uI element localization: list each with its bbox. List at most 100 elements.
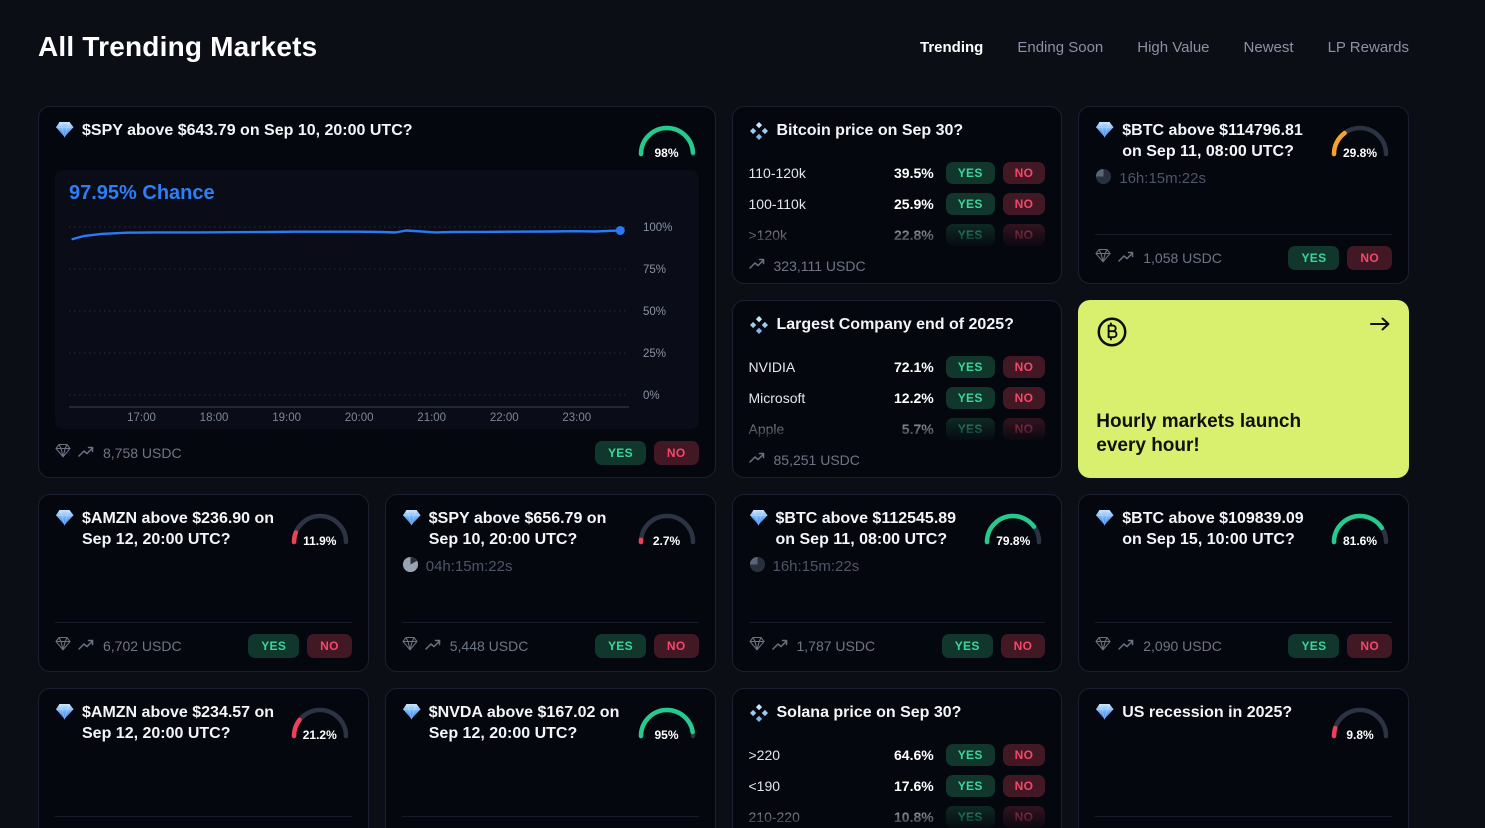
market-card-spy-643[interactable]: $SPY above $643.79 on Sep 10, 20:00 UTC?…	[38, 106, 716, 478]
yes-button[interactable]: YES	[248, 634, 300, 658]
outcome-row[interactable]: Apple 5.7% YES NO	[749, 413, 1046, 444]
probability-gauge: 21.2%	[288, 702, 352, 742]
trend-up-icon	[1118, 637, 1134, 656]
outcome-row[interactable]: <190 17.6% YES NO	[749, 770, 1046, 801]
market-card-largest-company[interactable]: Largest Company end of 2025? NVIDIA 72.1…	[731, 300, 1063, 478]
no-button[interactable]: NO	[653, 634, 699, 658]
svg-text:20:00: 20:00	[345, 412, 374, 423]
outcome-row[interactable]: 210-220 10.8% YES NO	[749, 801, 1046, 828]
no-button[interactable]: NO	[1002, 386, 1046, 409]
no-button[interactable]: NO	[307, 634, 352, 658]
probability-gauge: 95%	[635, 702, 699, 742]
gauge-value: 11.9%	[303, 534, 337, 548]
market-title: $AMZN above $234.57 on Sep 12, 20:00 UTC…	[55, 702, 278, 744]
market-card-spy-656[interactable]: $SPY above $656.79 on Sep 10, 20:00 UTC?…	[384, 494, 716, 672]
no-button[interactable]: NO	[1002, 161, 1046, 184]
no-button[interactable]: NO	[1002, 774, 1046, 797]
market-card-btc-109839[interactable]: $BTC above $109839.09 on Sep 15, 10:00 U…	[1078, 494, 1409, 672]
market-card-bitcoin-price[interactable]: Bitcoin price on Sep 30? 110-120k 39.5% …	[731, 106, 1063, 284]
gem-icon	[55, 121, 74, 144]
clock-icon	[402, 556, 419, 577]
markets-grid: $SPY above $643.79 on Sep 10, 20:00 UTC?…	[38, 106, 1409, 828]
gem-icon	[55, 509, 74, 532]
divider	[55, 816, 352, 817]
market-card-amzn-234[interactable]: $AMZN above $234.57 on Sep 12, 20:00 UTC…	[38, 688, 369, 828]
market-card-btc-112545[interactable]: $BTC above $112545.89 on Sep 11, 08:00 U…	[731, 494, 1063, 672]
yes-button[interactable]: YES	[945, 192, 995, 215]
yes-button[interactable]: YES	[594, 441, 646, 465]
market-title: Solana price on Sep 30?	[749, 702, 1046, 729]
tab-high-value[interactable]: High Value	[1137, 38, 1210, 56]
yes-button[interactable]: YES	[941, 634, 993, 658]
divider	[1095, 622, 1392, 623]
yes-button[interactable]: YES	[945, 161, 995, 184]
divider	[1095, 234, 1392, 235]
outcome-row[interactable]: >220 64.6% YES NO	[749, 739, 1046, 770]
no-button[interactable]: NO	[653, 441, 699, 465]
outcome-row[interactable]: 100-110k 25.9% YES NO	[749, 188, 1046, 219]
gauge-value: 81.6%	[1342, 534, 1378, 548]
clock-icon	[749, 556, 766, 577]
multi-market-icon	[749, 703, 769, 729]
gauge-value: 98%	[654, 146, 679, 160]
probability-gauge: 9.8%	[1328, 702, 1392, 742]
no-button[interactable]: NO	[1002, 417, 1046, 440]
volume-label: 2,090 USDC	[1143, 638, 1222, 654]
trend-up-icon	[78, 444, 94, 463]
trend-up-icon	[748, 450, 765, 469]
yes-button[interactable]: YES	[594, 634, 646, 658]
no-button[interactable]: NO	[1347, 634, 1392, 658]
outcome-row[interactable]: >120k 22.8% YES NO	[749, 219, 1046, 250]
outcome-row[interactable]: Microsoft 12.2% YES NO	[749, 382, 1046, 413]
tab-trending[interactable]: Trending	[920, 38, 984, 56]
outcome-row[interactable]: 110-120k 39.5% YES NO	[749, 157, 1046, 188]
market-card-btc-114796[interactable]: $BTC above $114796.81 on Sep 11, 08:00 U…	[1078, 106, 1409, 284]
filter-tabs: Trending Ending Soon High Value Newest L…	[920, 39, 1409, 56]
no-button[interactable]: NO	[1002, 223, 1046, 246]
gauge-value: 95%	[654, 728, 679, 742]
outcome-list: NVIDIA 72.1% YES NO Microsoft 12.2% YES …	[749, 351, 1046, 444]
market-card-amzn-236[interactable]: $AMZN above $236.90 on Sep 12, 20:00 UTC…	[38, 494, 369, 672]
market-card-solana-price[interactable]: Solana price on Sep 30? >220 64.6% YES N…	[731, 688, 1063, 828]
yes-button[interactable]: YES	[1288, 634, 1340, 658]
yes-button[interactable]: YES	[945, 743, 995, 766]
no-button[interactable]: NO	[1002, 192, 1046, 215]
tab-newest[interactable]: Newest	[1243, 38, 1294, 56]
svg-text:75%: 75%	[643, 264, 666, 276]
divider	[55, 622, 352, 623]
market-card-us-recession[interactable]: US recession in 2025? 9.8% YES NO	[1078, 688, 1409, 828]
no-button[interactable]: NO	[1002, 805, 1046, 828]
gem-icon	[1095, 121, 1114, 144]
outcome-row[interactable]: NVIDIA 72.1% YES NO	[749, 351, 1046, 382]
clock-icon	[1095, 168, 1112, 189]
market-title: Bitcoin price on Sep 30?	[749, 120, 1046, 147]
market-title: Largest Company end of 2025?	[749, 314, 1046, 341]
tab-lp-rewards[interactable]: LP Rewards	[1327, 38, 1409, 56]
volume-label: 5,448 USDC	[449, 638, 529, 654]
gauge-value: 2.7%	[652, 534, 681, 548]
probability-gauge: 11.9%	[288, 508, 352, 548]
tab-ending-soon[interactable]: Ending Soon	[1017, 38, 1104, 56]
no-button[interactable]: NO	[1002, 743, 1046, 766]
trend-up-icon	[1118, 249, 1134, 268]
market-title: $AMZN above $236.90 on Sep 12, 20:00 UTC…	[55, 508, 278, 550]
volume-label: 1,787 USDC	[796, 638, 876, 654]
market-card-nvda-167[interactable]: $NVDA above $167.02 on Sep 12, 20:00 UTC…	[384, 688, 716, 828]
yes-button[interactable]: YES	[1288, 246, 1340, 270]
svg-text:17:00: 17:00	[127, 412, 156, 423]
probability-gauge: 98%	[635, 120, 699, 160]
yes-button[interactable]: YES	[945, 417, 995, 440]
yes-button[interactable]: YES	[945, 774, 995, 797]
gem-icon	[749, 509, 768, 532]
yes-button[interactable]: YES	[945, 386, 995, 409]
gem-outline-icon	[1095, 248, 1111, 268]
no-button[interactable]: NO	[1000, 634, 1046, 658]
yes-button[interactable]: YES	[945, 223, 995, 246]
promo-card-hourly-markets[interactable]: Hourly markets launch every hour!	[1078, 300, 1409, 478]
yes-button[interactable]: YES	[945, 355, 995, 378]
trend-up-icon	[771, 637, 788, 656]
no-button[interactable]: NO	[1002, 355, 1046, 378]
svg-text:21:00: 21:00	[417, 412, 446, 423]
yes-button[interactable]: YES	[945, 805, 995, 828]
no-button[interactable]: NO	[1347, 246, 1392, 270]
